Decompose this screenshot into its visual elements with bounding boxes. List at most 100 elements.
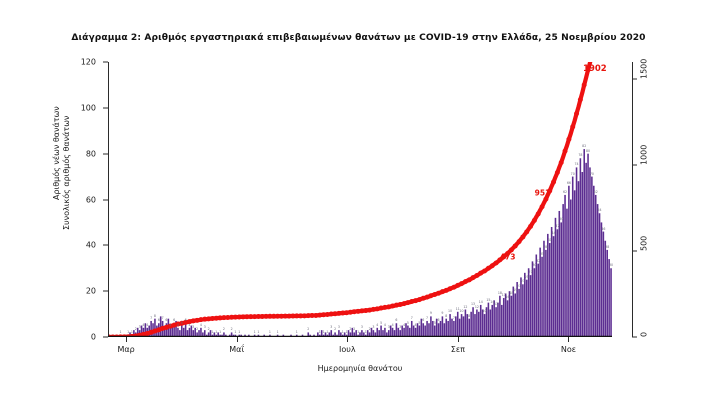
bar — [487, 302, 490, 337]
bar — [173, 323, 175, 337]
bar — [384, 327, 386, 337]
line-marker — [298, 313, 304, 319]
bar — [382, 330, 384, 337]
bar — [307, 332, 310, 337]
line-marker — [240, 314, 246, 320]
line-annotation: 951 — [534, 188, 551, 198]
bar-value-label: 5 — [406, 320, 409, 325]
line-marker — [451, 284, 457, 290]
line-marker — [290, 313, 296, 319]
bar-value-label: 70 — [570, 171, 575, 176]
line-marker — [397, 302, 403, 308]
line-marker — [466, 277, 472, 283]
bar — [380, 325, 382, 337]
bar-value-label: 7 — [150, 315, 153, 320]
bar-value-label: 19 — [513, 288, 518, 293]
bar — [403, 327, 405, 337]
bar — [324, 332, 327, 337]
bar — [334, 332, 336, 337]
bar — [194, 327, 196, 337]
bar — [397, 327, 400, 337]
bar — [570, 199, 572, 337]
bar-value-label: 80 — [586, 148, 591, 153]
bar — [554, 217, 557, 337]
bar — [428, 323, 430, 337]
bar — [449, 314, 451, 337]
line-marker — [175, 321, 181, 327]
bar — [420, 318, 423, 337]
bar-value-label: 14 — [490, 299, 495, 304]
bar — [200, 327, 202, 337]
bar — [581, 172, 584, 337]
bar — [451, 318, 453, 337]
bar — [433, 325, 436, 337]
bar-value-label: 47 — [555, 224, 560, 229]
line-marker — [355, 308, 361, 314]
bar — [179, 330, 181, 337]
bar-value-label: 6 — [422, 318, 425, 323]
bar-value-label: 30 — [609, 263, 614, 268]
line-marker — [405, 300, 411, 306]
bar — [522, 284, 524, 337]
bar — [347, 330, 350, 337]
bar-value-label: 6 — [395, 318, 398, 323]
line-marker — [493, 260, 499, 266]
bar — [430, 316, 432, 337]
line-marker — [171, 322, 177, 328]
line-marker — [367, 307, 373, 313]
bar — [453, 320, 455, 337]
bar — [133, 330, 135, 337]
bar — [479, 304, 482, 337]
bar-value-label: 1 — [238, 329, 241, 334]
bar — [558, 210, 561, 337]
bar — [368, 332, 371, 337]
line-marker — [324, 311, 330, 317]
bar-value-label: 14 — [478, 299, 483, 304]
line-marker — [432, 292, 438, 298]
bar — [192, 330, 195, 337]
line-marker — [554, 170, 560, 176]
line-marker — [447, 286, 453, 292]
line-marker — [581, 82, 587, 88]
bar-value-label: 2 — [230, 327, 233, 332]
bar — [389, 325, 392, 337]
bar — [499, 295, 501, 337]
bar — [455, 316, 457, 337]
bar-value-label: 17 — [501, 293, 506, 298]
bar — [608, 259, 610, 337]
bar — [527, 268, 530, 337]
bar — [573, 190, 576, 337]
y-axis-left: 0 20 40 60 80 100 120 — [0, 58, 108, 342]
bar — [518, 288, 520, 337]
bar — [144, 323, 147, 337]
line-marker — [524, 229, 530, 235]
bar — [489, 309, 492, 337]
bar — [414, 327, 417, 337]
y-tick-mark-left — [103, 153, 108, 155]
y-tick-mark-left — [103, 61, 108, 63]
line-marker — [478, 270, 484, 276]
line-marker — [543, 196, 549, 202]
bar — [202, 332, 204, 337]
bar — [320, 330, 323, 337]
bar-value-label: 54 — [597, 208, 602, 213]
bar-value-label: 30 — [532, 263, 537, 268]
bar-value-label: 3 — [387, 325, 390, 330]
bar — [539, 247, 541, 337]
bar-value-label: 1 — [219, 329, 222, 334]
y-tick-mark-right — [632, 336, 637, 338]
line-marker — [428, 293, 434, 299]
x-tick-mark — [457, 337, 459, 342]
y-tick-label-right: 1000 — [639, 144, 649, 166]
line-marker — [190, 318, 196, 324]
bar — [154, 318, 156, 337]
bar — [407, 325, 409, 337]
line-marker — [416, 297, 422, 303]
bar — [439, 320, 442, 337]
line-marker — [363, 308, 369, 314]
bar — [426, 320, 428, 337]
bar — [393, 330, 396, 337]
line-marker — [459, 281, 465, 287]
